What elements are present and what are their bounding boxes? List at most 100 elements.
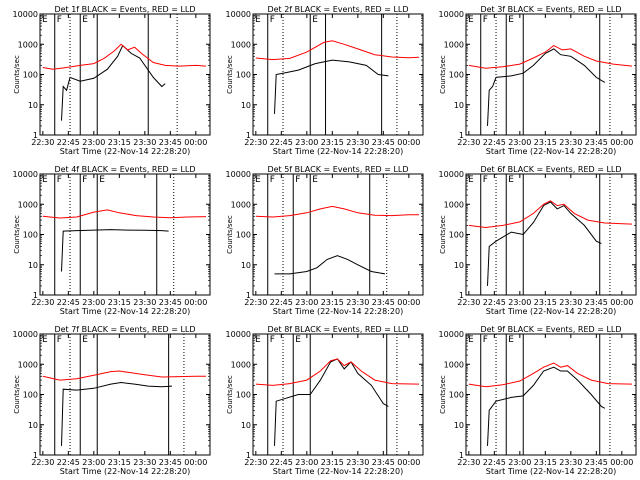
x-tick-label: 00:00 [184,458,207,467]
y-tick-label: 1000 [231,360,251,369]
x-tick-label: 22:30 [457,298,480,307]
y-tick-label: 1 [33,291,38,300]
chart-panel-6: Det 6f BLACK = Events, RED = LLD 1 10 100 10… [439,165,637,316]
plot-frame [39,173,211,296]
y-axis-label: Counts/sec [226,215,234,254]
y-tick-label: 1 [246,131,251,140]
y-axis-label: Counts/sec [439,375,447,414]
y-tick-label: 1000 [444,40,464,49]
x-axis-label: Start Time (22-Nov-14 22:28:20) [60,147,190,156]
plot-frame [465,13,637,136]
lld-series-line [255,358,420,386]
segment-label: E [468,175,474,185]
x-tick-label: 00:00 [184,298,207,307]
y-tick-label: 1 [459,131,464,140]
x-tick-label: 23:45 [585,138,608,147]
segment-label: E [508,15,514,25]
x-tick-label: 23:15 [108,298,131,307]
x-tick-label: 23:45 [159,458,182,467]
x-tick-label: 23:15 [534,138,557,147]
chart-title: Det 4f BLACK = Events, RED = LLD [54,165,195,174]
x-tick-label: 23:00 [295,138,318,147]
y-tick-label: 10000 [439,330,464,339]
segment-label: E [508,175,514,185]
y-tick-label: 100 [449,391,464,400]
x-axis-label: Start Time (22-Nov-14 22:28:20) [486,467,616,476]
plot-frame [39,13,211,136]
y-tick-label: 10000 [439,10,464,19]
x-tick-label: 23:15 [108,458,131,467]
x-tick-label: 23:45 [159,298,182,307]
segment-label: E [255,15,261,25]
x-tick-label: 22:30 [31,458,54,467]
y-tick-label: 10000 [226,330,251,339]
x-tick-label: 22:45 [57,298,80,307]
x-tick-label: 23:45 [585,458,608,467]
x-tick-label: 23:30 [346,458,369,467]
segment-label: E [82,335,88,345]
y-tick-label: 1 [246,451,251,460]
y-tick-label: 1 [459,451,464,460]
y-tick-label: 10 [454,261,464,270]
chart-panel-9: Det 9f BLACK = Events, RED = LLD 1 10 100 10… [439,325,637,476]
y-tick-label: 10 [241,261,251,270]
events-series-line [274,255,386,275]
x-tick-label: 23:00 [508,138,531,147]
events-series-line [274,59,389,114]
segment-label: E [42,335,48,345]
x-axis-label: Start Time (22-Nov-14 22:28:20) [273,307,403,316]
x-tick-label: 23:30 [559,458,582,467]
x-tick-label: 23:30 [133,138,156,147]
x-axis-label: Start Time (22-Nov-14 22:28:20) [486,307,616,316]
x-tick-label: 23:45 [372,458,395,467]
y-tick-label: 100 [449,71,464,80]
y-axis-label: Counts/sec [226,55,234,94]
y-axis-label: Counts/sec [439,55,447,94]
x-tick-label: 23:00 [82,138,105,147]
plot-frame [252,333,424,456]
x-tick-label: 22:45 [270,138,293,147]
y-tick-label: 1000 [444,200,464,209]
segment-label: E [99,175,105,185]
x-tick-label: 22:30 [457,458,480,467]
lld-series-line [42,43,207,70]
x-tick-label: 23:00 [508,298,531,307]
y-tick-label: 10 [28,101,38,110]
x-tick-label: 22:45 [483,138,506,147]
x-tick-label: 23:15 [321,458,344,467]
y-tick-label: 100 [236,71,251,80]
x-tick-label: 22:30 [244,298,267,307]
segment-label: E [42,175,48,185]
y-tick-label: 1 [246,291,251,300]
x-tick-label: 23:45 [372,298,395,307]
chart-panel-7: Det 7f BLACK = Events, RED = LLD 1 10 100 10… [13,325,211,476]
x-tick-label: 22:30 [244,138,267,147]
y-axis-label: Counts/sec [13,375,21,414]
x-tick-label: 23:00 [82,298,105,307]
segment-label: E [312,175,318,185]
x-tick-label: 23:30 [559,298,582,307]
x-tick-label: 23:00 [82,458,105,467]
events-series-line [274,358,389,446]
y-tick-label: 1000 [18,200,38,209]
x-tick-label: 00:00 [610,298,633,307]
x-tick-label: 23:15 [534,458,557,467]
x-axis-label: Start Time (22-Nov-14 22:28:20) [60,307,190,316]
y-tick-label: 10 [454,421,464,430]
y-tick-label: 10000 [13,10,38,19]
y-tick-label: 10000 [439,170,464,179]
x-tick-label: 22:30 [31,298,54,307]
segment-label: F [57,175,62,185]
segment-label: F [295,175,300,185]
lld-series-line [255,205,419,218]
segment-label: F [57,335,62,345]
y-tick-label: 100 [23,391,38,400]
x-tick-label: 23:45 [159,138,182,147]
chart-panel-8: Det 8f BLACK = Events, RED = LLD 1 10 100 10… [226,325,424,476]
y-tick-label: 1000 [231,40,251,49]
lld-series-line [255,40,420,61]
x-tick-label: 22:45 [270,458,293,467]
y-tick-label: 1000 [18,40,38,49]
y-tick-label: 1 [33,131,38,140]
y-axis-label: Counts/sec [439,215,447,254]
